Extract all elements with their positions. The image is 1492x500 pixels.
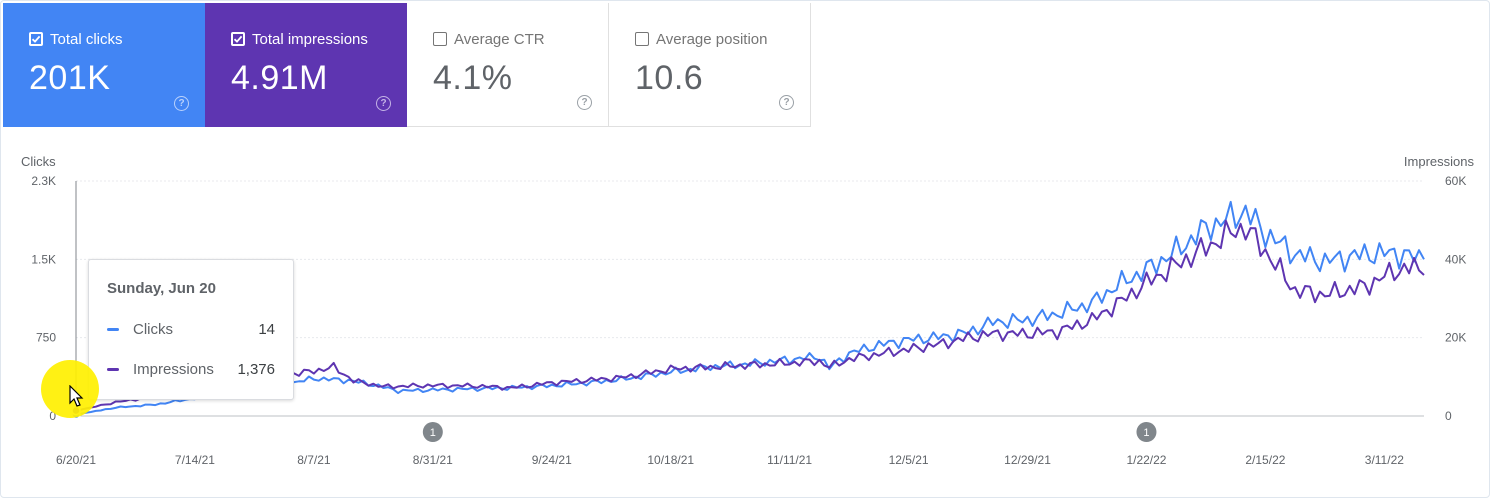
performance-chart[interactable]: Clicks Impressions 0 750 1.5K 2.3K 0 20K 40K 6… — [0, 140, 1492, 480]
checkbox-unchecked-icon[interactable] — [635, 32, 649, 46]
tooltip-impressions-name: Impressions — [133, 360, 214, 378]
total-clicks-label: Total clicks — [50, 30, 123, 48]
right-tick-label: 60K — [1445, 174, 1466, 188]
total-clicks-value: 201K — [29, 59, 111, 97]
impressions-swatch — [107, 367, 119, 371]
x-tick-label: 9/24/21 — [532, 453, 572, 467]
clicks-swatch — [107, 327, 119, 331]
left-tick-label: 0 — [49, 409, 56, 423]
annotation-marker — [1136, 422, 1157, 442]
right-tick-label: 20K — [1445, 331, 1466, 345]
tooltip-row-clicks: Clicks 14 — [107, 319, 275, 339]
total-clicks-tab[interactable]: Total clicks 201K ? — [3, 3, 205, 127]
x-tick-label: 2/15/22 — [1245, 453, 1285, 467]
help-icon[interactable]: ? — [577, 95, 592, 110]
annotation-label: 1 — [1143, 427, 1149, 439]
mouse-pointer-icon — [69, 385, 84, 407]
annotation-marker — [422, 422, 443, 442]
left-axis-title: Clicks — [21, 154, 56, 169]
left-tick-label: 750 — [36, 331, 56, 345]
x-tick-label: 3/11/22 — [1365, 453, 1404, 467]
x-tick-label: 12/29/21 — [1004, 453, 1051, 467]
total-impressions-label: Total impressions — [252, 30, 368, 48]
x-tick-label: 10/18/21 — [647, 453, 694, 467]
x-tick-label: 8/7/21 — [297, 453, 331, 467]
average-ctr-header: Average CTR — [433, 29, 608, 49]
clicks-series-line — [75, 200, 1425, 416]
average-position-value: 10.6 — [635, 59, 704, 97]
x-tick-label: 7/14/21 — [175, 453, 215, 467]
tooltip-clicks-value: 14 — [258, 320, 275, 338]
tooltip-impressions-value: 1,376 — [237, 360, 275, 378]
average-ctr-label: Average CTR — [454, 30, 545, 48]
x-tick-label: 11/11/21 — [767, 453, 812, 467]
left-tick-label: 1.5K — [31, 252, 56, 266]
x-axis-ticks: 6/20/21 7/14/21 8/7/21 8/31/21 9/24/21 10/18/… — [56, 453, 1404, 467]
help-icon[interactable]: ? — [376, 96, 391, 111]
total-impressions-header: Total impressions — [231, 29, 407, 49]
x-tick-label: 12/5/21 — [889, 453, 929, 467]
left-axis-ticks: 0 750 1.5K 2.3K — [31, 174, 56, 423]
right-tick-label: 0 — [1445, 409, 1452, 423]
x-tick-label: 1/22/22 — [1126, 453, 1166, 467]
checkbox-unchecked-icon[interactable] — [433, 32, 447, 46]
metric-tabs: Total clicks 201K ? Total impressions 4.… — [3, 3, 811, 127]
x-tick-label: 6/20/21 — [56, 453, 96, 467]
left-tick-label: 2.3K — [31, 174, 56, 188]
tooltip-date: Sunday, Jun 20 — [107, 280, 216, 297]
right-axis-ticks: 0 20K 40K 60K — [1445, 174, 1466, 423]
tooltip-clicks-name: Clicks — [133, 320, 173, 338]
chart-grid — [76, 180, 1424, 417]
annotation-label: 1 — [430, 427, 436, 439]
total-impressions-value: 4.91M — [231, 59, 328, 97]
total-clicks-header: Total clicks — [29, 29, 205, 49]
average-position-label: Average position — [656, 30, 768, 48]
right-axis-title: Impressions — [1404, 154, 1475, 169]
impressions-series-line — [75, 219, 1425, 412]
average-position-header: Average position — [635, 29, 810, 49]
average-ctr-value: 4.1% — [433, 59, 513, 97]
tooltip-row-impressions: Impressions 1,376 — [107, 359, 275, 379]
total-impressions-tab[interactable]: Total impressions 4.91M ? — [205, 3, 407, 127]
x-tick-label: 8/31/21 — [413, 453, 453, 467]
help-icon[interactable]: ? — [174, 96, 189, 111]
right-tick-label: 40K — [1445, 252, 1466, 266]
average-position-tab[interactable]: Average position 10.6 ? — [609, 3, 811, 127]
checkbox-checked-icon[interactable] — [231, 32, 245, 46]
chart-tooltip: Sunday, Jun 20 Clicks 14 Impressions 1,3… — [88, 259, 294, 400]
help-icon[interactable]: ? — [779, 95, 794, 110]
average-ctr-tab[interactable]: Average CTR 4.1% ? — [407, 3, 609, 127]
checkbox-checked-icon[interactable] — [29, 32, 43, 46]
